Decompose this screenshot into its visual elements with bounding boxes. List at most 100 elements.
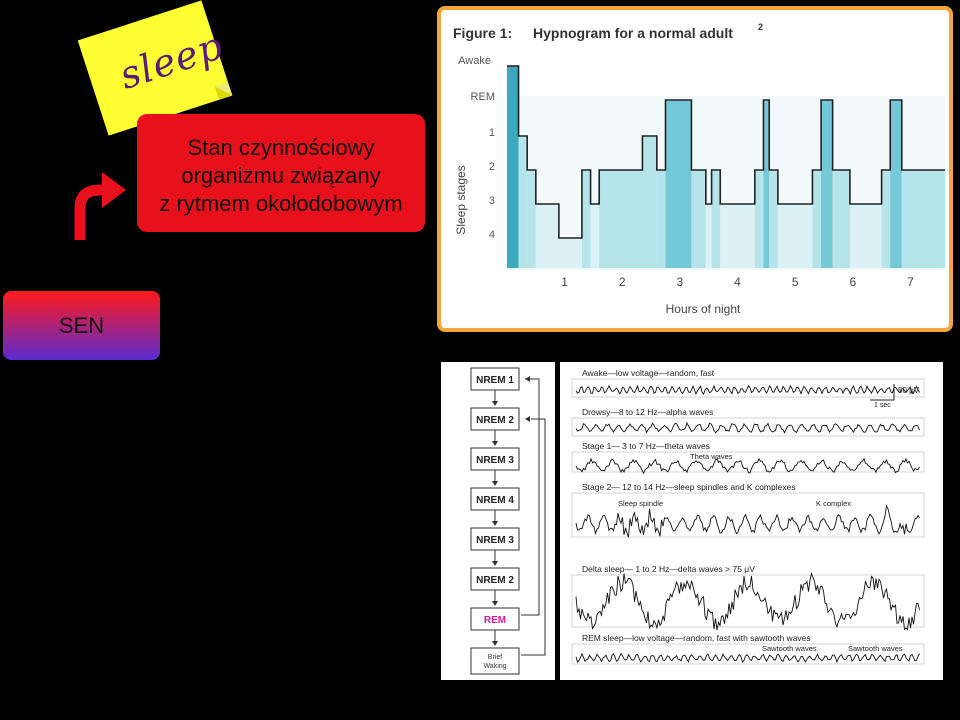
eeg-annotation: Theta waves (690, 452, 733, 461)
hypnogram-fill (507, 66, 945, 268)
cycle-stage-label: NREM 4 (476, 495, 514, 506)
eeg-trace-label: Delta sleep— 1 to 2 Hz—delta waves > 75 … (582, 564, 755, 574)
stage-segment (890, 100, 902, 268)
cycle-arrowhead (492, 561, 498, 566)
cycle-loop-inner-arrowhead (525, 416, 530, 422)
stage-band (507, 96, 945, 132)
cycle-loop-outer-arrowhead (525, 376, 530, 382)
cycle-loop-outer (521, 378, 540, 616)
sticky-note-text: sleep (114, 23, 229, 98)
stage-segment (942, 170, 945, 268)
eeg-trace-frame (571, 378, 925, 398)
hour-label: 1 (561, 275, 568, 289)
definition-box: Stan czynnościowy organizmu związany z r… (137, 114, 425, 232)
stage-segment (535, 204, 559, 268)
stage-segment (720, 204, 755, 268)
hypnogram-title: Hypnogram for a normal adult (533, 25, 733, 41)
hour-labels: 1 2 3 4 5 6 7 (561, 275, 914, 289)
cycle-stage-label: NREM 3 (476, 535, 514, 546)
stage-label: Awake (458, 55, 491, 67)
stage-segment (642, 136, 657, 268)
stage-segment (777, 204, 813, 268)
stage-segment (812, 170, 822, 268)
hour-label: 4 (734, 275, 741, 289)
cycle-arrowhead (492, 441, 498, 446)
stage-labels: Awake REM 1 2 3 4 (458, 55, 495, 241)
stage-segment (590, 204, 600, 268)
eeg-trace-waveform (575, 457, 920, 475)
hypnogram-panel: Figure 1: Hypnogram for a normal adult 2… (437, 6, 953, 332)
sleep-cycle-diagram: NREM 1 NREM 2 NREM 3 NREM 4 NREM 3 NREM 2 REM B… (470, 367, 546, 675)
definition-line-1: Stan czynnościowy (187, 135, 375, 160)
eeg-trace-frame (571, 574, 925, 628)
hypnogram-line (507, 65, 945, 239)
stage-segment (691, 170, 706, 268)
stage-segment (665, 100, 692, 268)
stage-segment (507, 66, 519, 268)
cycle-stage-label: NREM 2 (476, 415, 514, 426)
hypnogram-title-superscript: 2 (758, 22, 763, 32)
hour-label: 3 (677, 275, 684, 289)
definition-line-2: organizmu związany (181, 163, 381, 188)
stage-segment (901, 170, 943, 268)
cycle-arrowhead (492, 481, 498, 486)
sleep-cycle-flow: NREM 1 NREM 2 NREM 3 NREM 4 NREM 3 NREM 2 REM B… (441, 362, 555, 680)
eeg-trace-label: REM sleep—low voltage—random, fast with … (582, 633, 811, 643)
stage-label: REM (471, 91, 495, 103)
stage-segment (599, 170, 643, 268)
figure-label: Figure 1: (453, 25, 512, 41)
stage-segment (821, 100, 833, 268)
stage-label: 1 (489, 127, 495, 139)
cycle-stage-label: Brief (488, 654, 502, 661)
stage-band (507, 132, 945, 168)
cycle-arrowhead (492, 521, 498, 526)
cycle-stage-label: NREM 2 (476, 575, 514, 586)
stage-segment (849, 204, 882, 268)
eeg-trace-frame (571, 643, 925, 665)
eeg-trace-waveform (575, 503, 920, 538)
sticky-note-fold (214, 82, 233, 100)
cycle-stage-label: Waking (483, 663, 506, 670)
hour-label: 5 (792, 275, 799, 289)
eeg-trace-label: Awake—low voltage—random, fast (582, 368, 715, 378)
cycle-loop-inner (521, 418, 546, 656)
stage-segment (711, 170, 721, 268)
stage-segment (527, 170, 536, 268)
eeg-trace-label: Stage 2— 12 to 14 Hz—sleep spindles and … (582, 482, 796, 492)
stage-segment (832, 170, 850, 268)
stage-label: 4 (489, 229, 495, 241)
hour-label: 7 (907, 275, 914, 289)
scale-voltage: 50 μV (898, 386, 920, 395)
hour-label: 2 (619, 275, 626, 289)
eeg-trace-waveform (575, 652, 920, 664)
eeg-trace-waveform (575, 571, 920, 631)
eeg-annotation: Sleep spindle (618, 499, 663, 508)
eeg-traces: Awake—low voltage—random, fast Drowsy—8 t… (571, 368, 925, 665)
stage-segment (518, 136, 528, 268)
eeg-traces-panel: Awake—low voltage—random, fast Drowsy—8 t… (560, 362, 943, 680)
stage-segment (656, 170, 666, 268)
sen-button[interactable]: SEN (3, 291, 160, 360)
stage-segment (754, 170, 764, 268)
cycle-stage-label: REM (484, 615, 506, 626)
eeg-trace-label: Stage 1— 3 to 7 Hz—theta waves (582, 441, 710, 451)
sen-button-label: SEN (58, 312, 105, 338)
eeg-trace-frame (571, 492, 925, 538)
eeg-trace-waveform (575, 384, 920, 396)
cycle-stage-box (470, 647, 520, 675)
cycle-arrowhead (492, 401, 498, 406)
hour-label: 6 (849, 275, 856, 289)
eeg-annotation: Sawtooth waves (848, 644, 903, 653)
eeg-trace-waveform (575, 421, 920, 434)
stage-segment (763, 100, 770, 268)
stage-segment (558, 238, 582, 268)
cycle-arrowhead (492, 601, 498, 606)
scale-time: 1 sec (874, 402, 891, 409)
stage-segment (581, 170, 591, 268)
scale-bar: 50 μV 1 sec (870, 384, 920, 409)
cycle-arrowhead (492, 641, 498, 646)
eeg-trace-label: Drowsy—8 to 12 Hz—alpha waves (582, 407, 713, 417)
eeg-trace-frame (571, 417, 925, 437)
cycle-stage-label: NREM 1 (476, 375, 514, 386)
stage-label: 2 (489, 161, 495, 173)
